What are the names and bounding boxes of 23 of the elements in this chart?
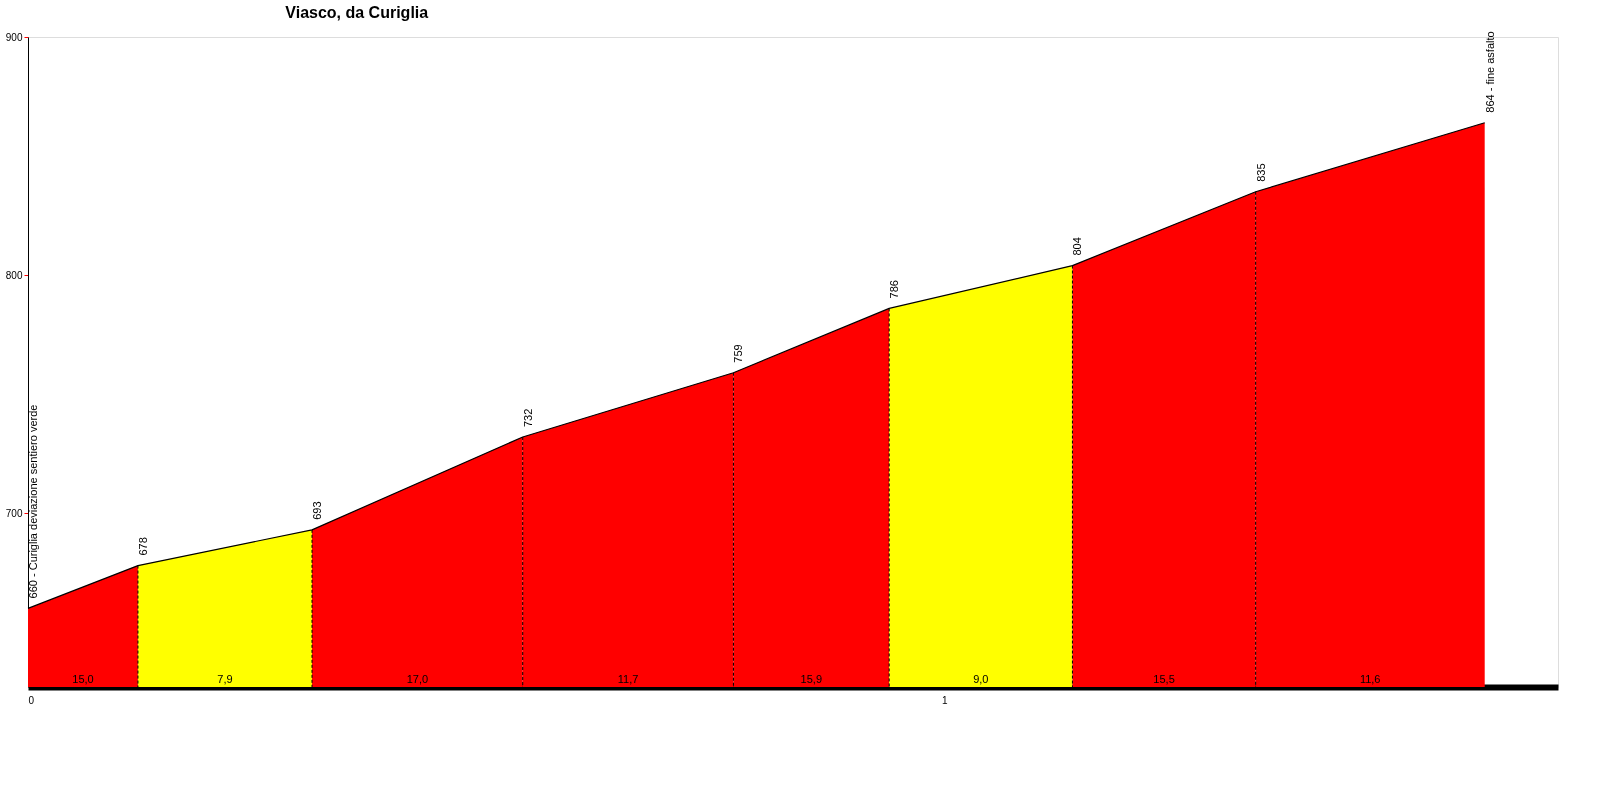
annotation: 9,0 bbox=[973, 673, 989, 685]
y-tick-label: 800 bbox=[5, 269, 23, 281]
y-tick-label: 900 bbox=[5, 31, 23, 43]
annotation: 17,0 bbox=[406, 673, 429, 685]
x-tick-label: 0 bbox=[28, 694, 35, 706]
annotation: 15,0 bbox=[72, 673, 94, 685]
annotation: 15,9 bbox=[800, 673, 823, 685]
data-label: 678 bbox=[136, 537, 149, 556]
annotation: 11,7 bbox=[617, 673, 639, 685]
data-label: 786 bbox=[888, 280, 901, 299]
annotation: 11,6 bbox=[1359, 673, 1381, 685]
y-tick-label: 700 bbox=[5, 507, 23, 519]
x-tick-label: 1 bbox=[941, 694, 948, 706]
data-label: 693 bbox=[311, 501, 324, 520]
data-label: 660 - Curiglia deviazione sentiero verde bbox=[27, 404, 39, 599]
annotation: 7,9 bbox=[217, 673, 233, 685]
data-label: 864 - fine asfalto bbox=[1483, 31, 1496, 113]
data-label: 835 bbox=[1254, 163, 1267, 182]
data-label: 804 bbox=[1071, 237, 1084, 256]
data-label: 732 bbox=[521, 408, 534, 427]
data-label: 759 bbox=[732, 344, 745, 363]
chart-title: Viasco, da Curiglia bbox=[285, 4, 429, 22]
annotation: 15,5 bbox=[1153, 673, 1175, 685]
